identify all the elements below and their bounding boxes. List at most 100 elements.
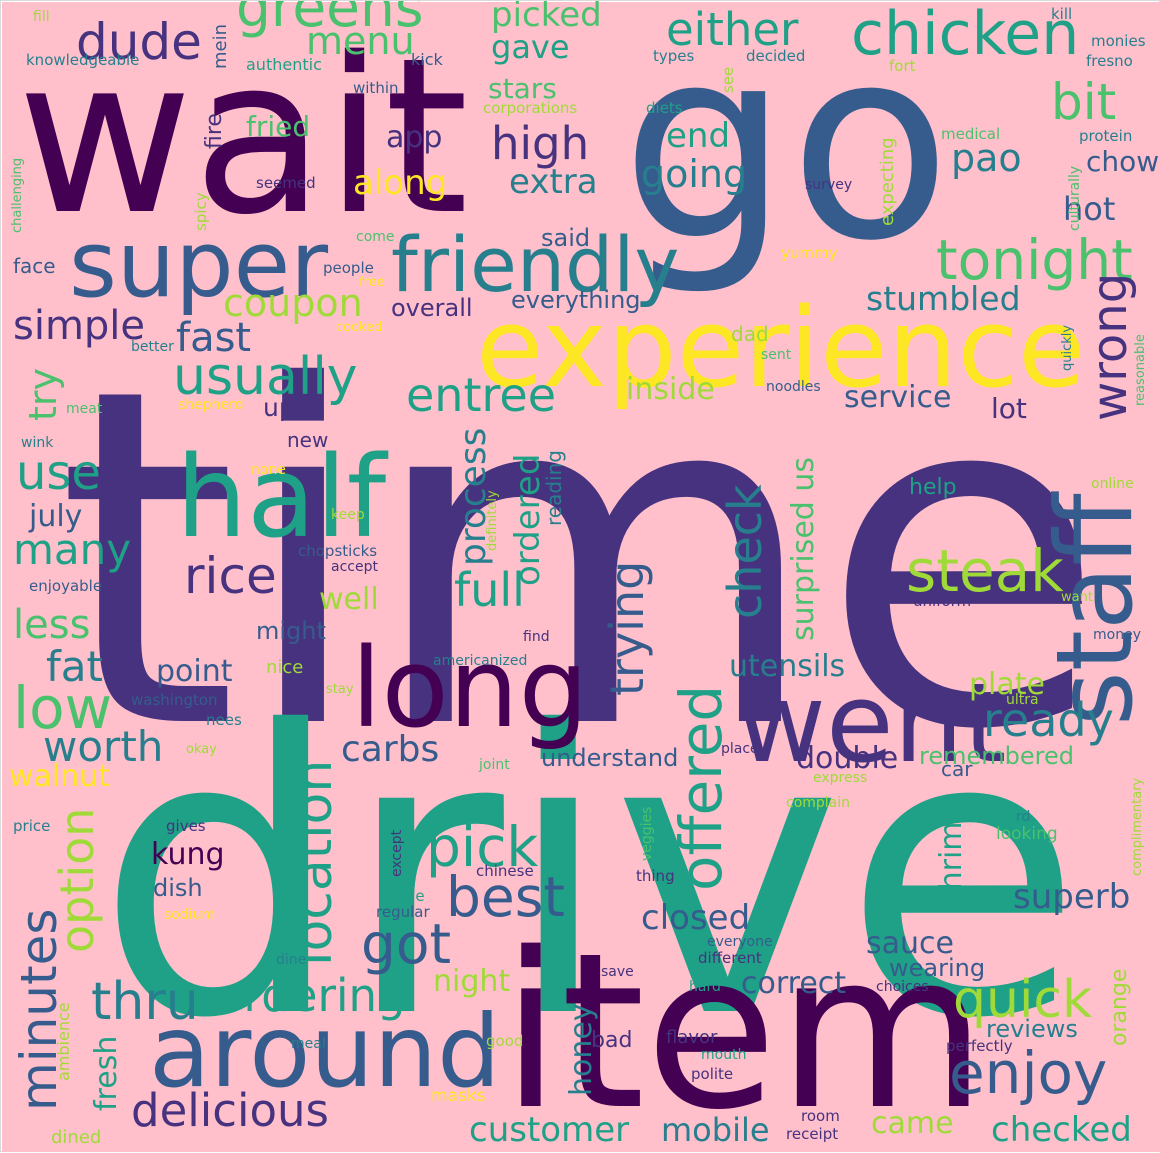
word-chicken: chicken: [851, 1, 1079, 69]
word-noodles: noodles: [766, 379, 821, 395]
word-help: help: [909, 475, 957, 500]
word-thru: thru: [91, 972, 199, 1032]
word-along: along: [353, 163, 447, 203]
word-cooked: cooked: [336, 320, 382, 335]
word-protein: protein: [1079, 127, 1132, 145]
word-new: new: [287, 428, 328, 452]
word-honey: honey: [564, 1003, 599, 1096]
word-many: many: [13, 525, 131, 574]
word-authentic: authentic: [246, 55, 322, 74]
word-flavor: flavor: [666, 1027, 718, 1048]
word-enjoyable: enjoyable: [29, 577, 102, 595]
word-quick: quick: [953, 970, 1092, 1030]
word-carbs: carbs: [341, 729, 439, 770]
word-ultra: ultra: [1006, 692, 1039, 708]
word-polite: polite: [691, 1065, 733, 1083]
word-choices: choices: [876, 979, 929, 995]
word-app: app: [386, 120, 442, 155]
word-option: option: [50, 808, 104, 953]
word-knowledgeable: knowledgeable: [26, 51, 139, 69]
word-use: use: [16, 445, 101, 501]
word-hot: hot: [1063, 190, 1115, 228]
word-service: service: [844, 380, 951, 415]
word-ordered: ordered: [508, 454, 548, 586]
word-sodium: sodium: [164, 907, 215, 923]
word-within: within: [353, 79, 399, 97]
word-online: online: [1091, 476, 1134, 492]
word-good: good: [486, 1032, 523, 1050]
word-face: face: [13, 254, 56, 278]
word-quickly: quickly: [1060, 325, 1075, 371]
word-bad: bad: [591, 1028, 632, 1053]
word-car: car: [941, 757, 973, 781]
word-location: location: [284, 760, 344, 966]
word-stumbled: stumbled: [866, 279, 1021, 318]
word-fresno: fresno: [1086, 52, 1133, 70]
word-kick: kick: [411, 50, 444, 69]
word-extra: extra: [509, 162, 598, 202]
word-half: half: [176, 433, 389, 563]
word-diets: diets: [646, 99, 683, 117]
word-sent: sent: [761, 347, 792, 363]
word-usually: usually: [173, 347, 358, 407]
word-want: want: [1061, 590, 1093, 605]
word-place: place: [721, 741, 759, 757]
word-experience: experience: [476, 284, 1086, 412]
word-fried: fried: [246, 110, 310, 143]
word-receipt: receipt: [786, 1125, 838, 1143]
word-mobile: mobile: [661, 1111, 770, 1149]
word-seemed: seemed: [256, 174, 316, 192]
word-fresh: fresh: [89, 1036, 124, 1111]
word-either: either: [666, 3, 799, 56]
word-wait: wait: [17, 11, 469, 262]
word-well: well: [319, 582, 379, 617]
word-orange: orange: [1107, 969, 1132, 1046]
word-veggies: veggies: [639, 807, 655, 861]
word-chopsticks: chopsticks: [298, 542, 377, 560]
word-okay: okay: [186, 742, 217, 757]
word-friendly: friendly: [391, 220, 679, 309]
word-sauce: sauce: [866, 926, 954, 961]
word-plate: plate: [969, 667, 1045, 702]
word-gives: gives: [166, 817, 206, 835]
word-money: money: [1093, 627, 1141, 643]
word-uniform: uniform: [913, 592, 971, 610]
word-around: around: [149, 993, 501, 1110]
word-july: july: [28, 499, 82, 534]
word-fill: fill: [33, 9, 50, 25]
word-medical: medical: [941, 125, 1000, 143]
word-remembered: remembered: [919, 742, 1074, 770]
word-chinese: chinese: [476, 862, 534, 880]
word-complain: complain: [786, 795, 850, 811]
word-masks: masks: [431, 1086, 486, 1106]
word-might: might: [256, 617, 326, 645]
word-find: find: [523, 629, 550, 645]
word-keep: keep: [331, 507, 365, 523]
word-see: see: [719, 67, 737, 93]
word-steak: steak: [906, 537, 1064, 605]
word-fire: fire: [202, 113, 227, 149]
word-dish: dish: [153, 874, 203, 902]
word-trying: trying: [600, 561, 654, 696]
word-dine: dine: [276, 952, 306, 968]
word-ambience: ambience: [54, 1002, 73, 1081]
word-time: time: [56, 289, 1107, 831]
word-stay: stay: [326, 682, 354, 697]
word-said: said: [541, 224, 590, 252]
word-regular: regular: [376, 903, 430, 921]
word-americanized: americanized: [433, 653, 527, 669]
word-pao: pao: [951, 136, 1022, 180]
word-drive: drive: [96, 649, 1083, 1103]
word-reasonable: reasonable: [1133, 334, 1148, 406]
word-mouth: mouth: [701, 1047, 746, 1063]
word-rice: rice: [184, 547, 277, 605]
word-closed: closed: [641, 898, 750, 938]
word-meat: meat: [66, 401, 103, 417]
word-kung: kung: [151, 837, 225, 872]
word-long: long: [351, 624, 588, 752]
word-low: low: [13, 674, 112, 742]
word-definitely: definitely: [485, 490, 500, 551]
word-better: better: [131, 339, 174, 355]
word-went: went: [736, 659, 1007, 787]
word-going: going: [641, 152, 747, 196]
